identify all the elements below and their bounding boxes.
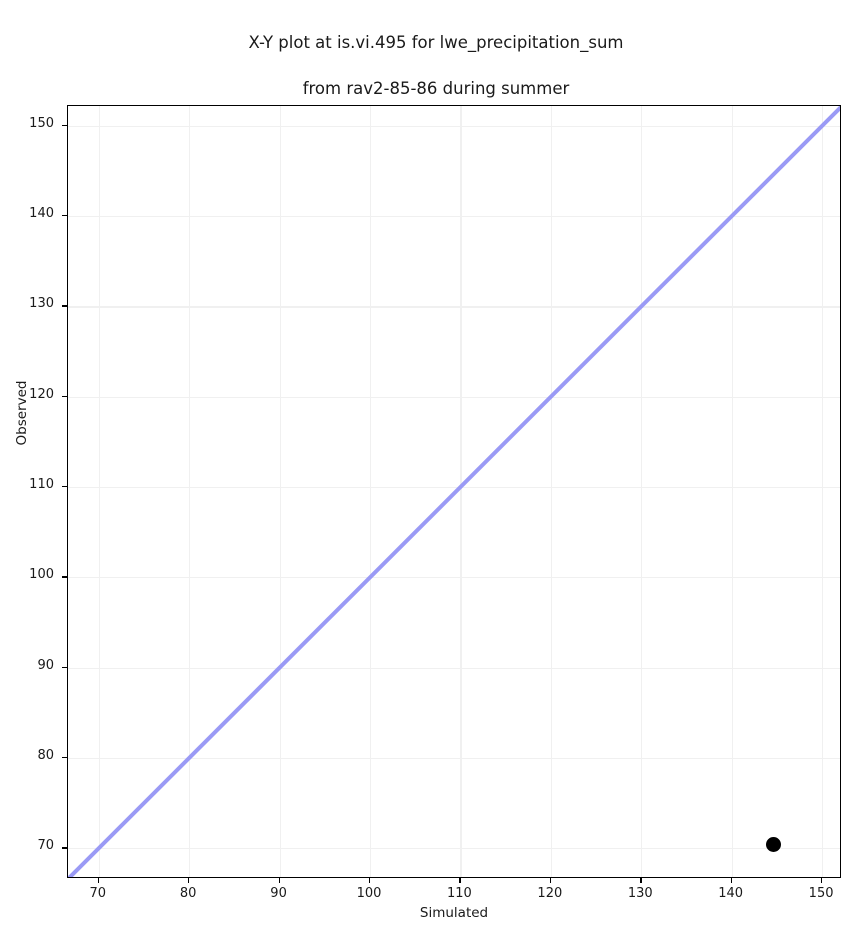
chart-title-line-2: from rav2-85-86 during summer [302,79,570,98]
y-tick-label: 150 [29,115,54,131]
y-tick [62,305,67,307]
y-tick-label: 130 [29,296,54,312]
x-tick [188,878,190,883]
x-tick-label: 90 [270,886,287,901]
gridline-vertical [822,106,824,877]
x-tick [640,878,642,883]
y-tick [62,395,67,398]
gridline-horizontal [68,848,840,850]
y-tick-label: 70 [37,838,54,854]
x-tick-label: 70 [89,886,106,901]
x-axis-label: Simulated [419,905,489,921]
gridline-vertical [370,106,372,877]
y-tick-label: 90 [37,657,54,673]
y-tick [62,666,67,668]
one-to-one-reference-line [68,106,840,877]
gridline-vertical [279,106,281,877]
gridline-horizontal [68,667,840,669]
y-tick-label: 120 [29,386,54,402]
y-tick [62,215,67,217]
gridline-horizontal [68,306,840,308]
reference-line-path [68,106,840,877]
y-axis-label: Observed [14,380,30,446]
x-tick [369,878,371,883]
gridline-horizontal [68,487,840,489]
y-tick-label: 100 [29,567,54,583]
gridline-vertical [98,106,100,877]
y-tick [62,847,67,849]
x-tick [549,878,552,883]
data-point-marker [765,837,781,853]
y-tick-label: 80 [37,747,54,763]
gridline-vertical [460,106,462,877]
chart-title-line-1: X-Y plot at is.vi.495 for lwe_precipitat… [248,33,624,52]
x-tick-label: 130 [627,886,653,901]
gridline-horizontal [68,577,840,579]
gridline-horizontal [68,125,840,127]
gridline-vertical [550,106,552,877]
x-tick [97,878,100,883]
x-tick [821,878,823,883]
y-tick [62,756,67,759]
gridline-horizontal [68,757,840,760]
gridline-horizontal [68,396,840,398]
y-tick-label: 110 [29,477,54,493]
gridline-vertical [189,106,191,877]
gridline-vertical [641,106,643,877]
x-tick [278,878,280,883]
x-tick-label: 100 [356,886,382,901]
x-tick-label: 140 [718,886,744,901]
x-tick-label: 150 [808,886,834,901]
y-tick [62,124,67,127]
x-tick [730,878,732,883]
x-tick-label: 110 [447,886,472,901]
x-tick [459,878,461,883]
x-tick-label: 80 [179,886,197,901]
x-tick-label: 120 [537,886,563,901]
gridline-vertical [731,106,733,877]
y-tick-label: 140 [29,206,54,222]
y-tick [62,576,67,578]
plot-area [68,106,840,877]
gridline-horizontal [68,216,840,218]
chart-title: X-Y plot at is.vi.495 for lwe_precipitat… [0,8,851,123]
plot-axes [67,105,841,878]
y-tick [62,486,67,488]
